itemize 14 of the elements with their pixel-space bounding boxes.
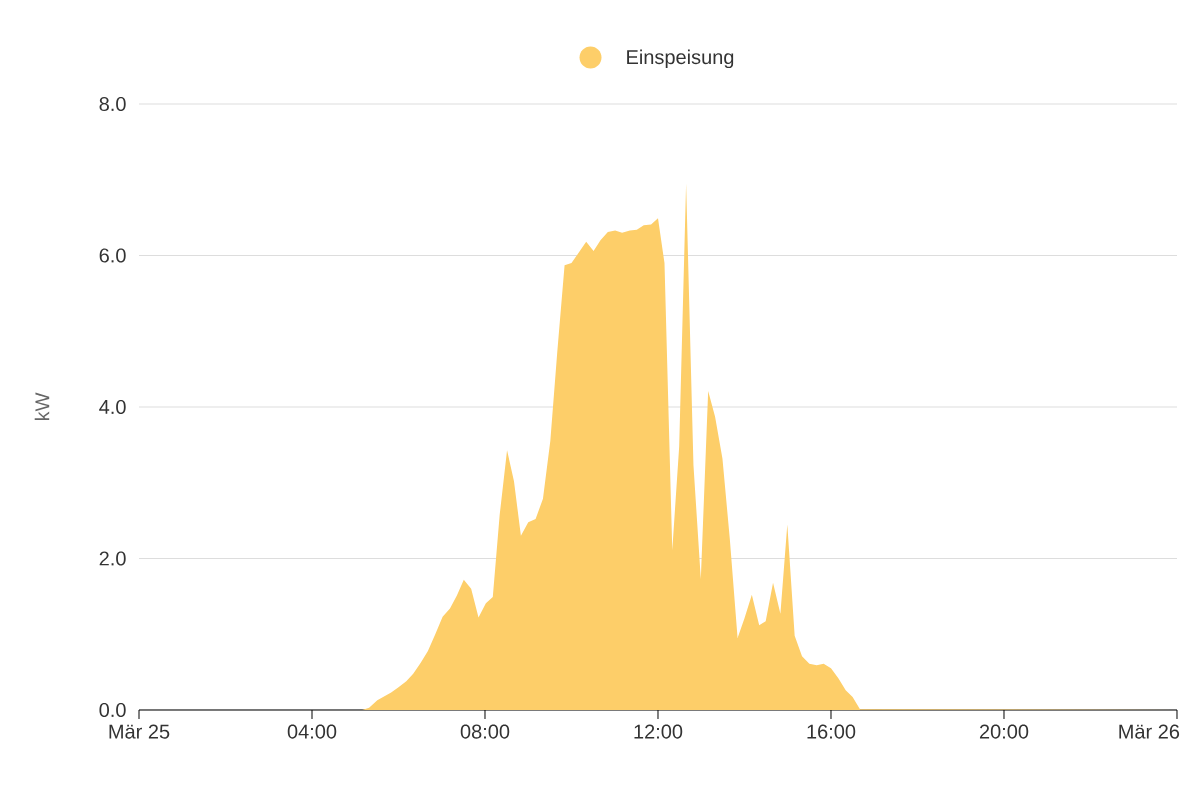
y-tick-label: 0.0 — [99, 702, 126, 718]
x-tick-label: Mär 26 — [1119, 724, 1180, 739]
x-tick-label: 12:00 — [634, 724, 683, 739]
x-tick-label: Mär 25 — [109, 724, 170, 739]
y-tick-label: 4.0 — [99, 399, 126, 415]
y-tick-label: 2.0 — [99, 551, 126, 566]
x-tick-label: 08:00 — [460, 724, 510, 739]
y-tick-label: 6.0 — [99, 248, 126, 263]
x-tick-label: 16:00 — [807, 724, 856, 739]
legend-label: Einspeisung — [627, 49, 734, 69]
y-axis-title: kW — [34, 392, 50, 421]
y-tick-label: 8.0 — [99, 96, 126, 112]
x-tick-label: 04:00 — [287, 724, 337, 739]
x-tick-label: 20:00 — [979, 724, 1029, 739]
